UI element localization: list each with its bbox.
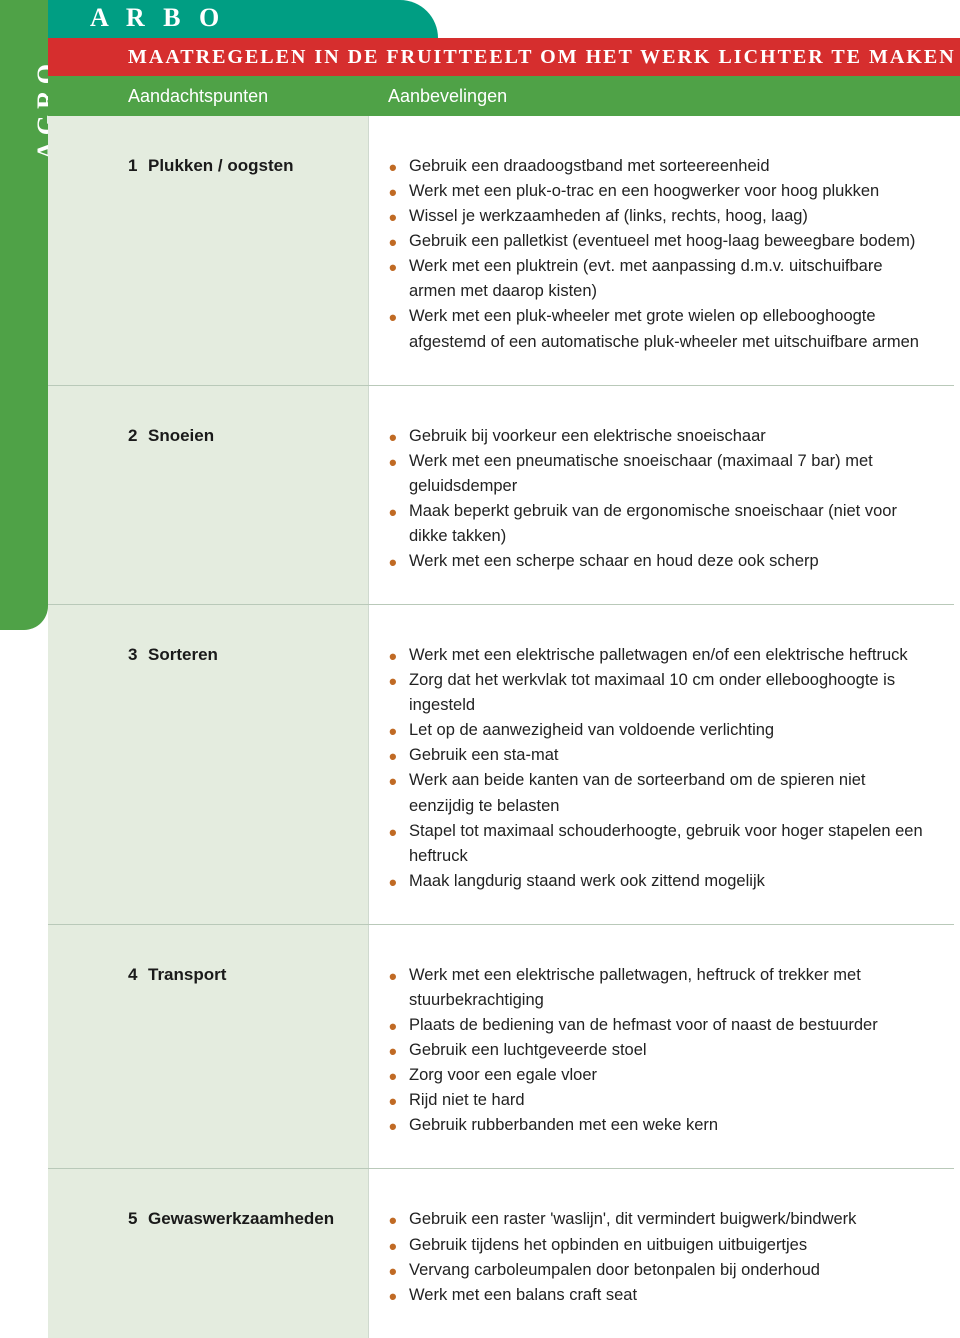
section-number: 4 <box>128 965 148 1139</box>
table-row: 4 Transport Werk met een elektrische pal… <box>48 925 954 1170</box>
list-item: Werk met een pluktrein (evt. met aanpass… <box>389 254 924 304</box>
section-heading: 2 Snoeien <box>48 386 368 604</box>
recommendation-list: Gebruik bij voorkeur een elektrische sno… <box>389 424 924 574</box>
section-title: Snoeien <box>148 426 356 574</box>
list-item: Werk met een elektrische palletwagen, he… <box>389 963 924 1013</box>
list-item: Zorg voor een egale vloer <box>389 1063 924 1088</box>
section-body: Gebruik een raster 'waslijn', dit vermin… <box>368 1169 954 1337</box>
list-item: Gebruik een palletkist (eventueel met ho… <box>389 229 924 254</box>
content-table: 1 Plukken / oogsten Gebruik een draadoog… <box>48 116 954 1338</box>
arbo-label: A R B O <box>90 3 225 32</box>
list-item: Vervang carboleumpalen door betonpalen b… <box>389 1258 924 1283</box>
table-row: 1 Plukken / oogsten Gebruik een draadoog… <box>48 116 954 386</box>
title-bar: MAATREGELEN IN DE FRUITTEELT OM HET WERK… <box>48 38 960 76</box>
section-heading: 5 Gewaswerkzaamheden <box>48 1169 368 1337</box>
list-item: Gebruik een draadoogstband met sorteeree… <box>389 154 924 179</box>
page-title: MAATREGELEN IN DE FRUITTEELT OM HET WERK… <box>128 46 956 69</box>
header-right: Aanbevelingen <box>368 86 960 107</box>
section-number: 3 <box>128 645 148 894</box>
section-title: Gewaswerkzaamheden <box>148 1209 356 1307</box>
list-item: Zorg dat het werkvlak tot maximaal 10 cm… <box>389 668 924 718</box>
list-item: Gebruik een luchtgeveerde stoel <box>389 1038 924 1063</box>
list-item: Werk met een pluk-o-trac en een hoogwerk… <box>389 179 924 204</box>
header-left: Aandachtspunten <box>48 86 368 107</box>
section-title: Transport <box>148 965 356 1139</box>
list-item: Werk met een pluk-wheeler met grote wiel… <box>389 304 924 354</box>
list-item: Plaats de bediening van de hefmast voor … <box>389 1013 924 1038</box>
section-number: 1 <box>128 156 148 355</box>
table-row: 2 Snoeien Gebruik bij voorkeur een elekt… <box>48 386 954 605</box>
section-number: 5 <box>128 1209 148 1307</box>
list-item: Gebruik een sta-mat <box>389 743 924 768</box>
list-item: Gebruik tijdens het opbinden en uitbuige… <box>389 1233 924 1258</box>
list-item: Gebruik bij voorkeur een elektrische sno… <box>389 424 924 449</box>
list-item: Werk met een scherpe schaar en houd deze… <box>389 549 924 574</box>
list-item: Gebruik rubberbanden met een weke kern <box>389 1113 924 1138</box>
section-heading: 4 Transport <box>48 925 368 1169</box>
section-body: Gebruik een draadoogstband met sorteeree… <box>368 116 954 385</box>
recommendation-list: Gebruik een draadoogstband met sorteeree… <box>389 154 924 355</box>
list-item: Wissel je werkzaamheden af (links, recht… <box>389 204 924 229</box>
list-item: Rijd niet te hard <box>389 1088 924 1113</box>
recommendation-list: Gebruik een raster 'waslijn', dit vermin… <box>389 1207 924 1307</box>
section-heading: 1 Plukken / oogsten <box>48 116 368 385</box>
table-row: 3 Sorteren Werk met een elektrische pall… <box>48 605 954 925</box>
list-item: Stapel tot maximaal schouderhoogte, gebr… <box>389 819 924 869</box>
section-title: Plukken / oogsten <box>148 156 356 355</box>
list-item: Gebruik een raster 'waslijn', dit vermin… <box>389 1207 924 1232</box>
table-row: 5 Gewaswerkzaamheden Gebruik een raster … <box>48 1169 954 1337</box>
column-header-row: Aandachtspunten Aanbevelingen <box>48 76 960 116</box>
list-item: Maak beperkt gebruik van de ergonomische… <box>389 499 924 549</box>
list-item: Werk met een elektrische palletwagen en/… <box>389 643 924 668</box>
section-body: Gebruik bij voorkeur een elektrische sno… <box>368 386 954 604</box>
page: AGRO & A R B O MAATREGELEN IN DE FRUITTE… <box>0 0 960 1240</box>
list-item: Werk aan beide kanten van de sorteerband… <box>389 768 924 818</box>
arbo-tab: A R B O <box>48 0 438 38</box>
section-title: Sorteren <box>148 645 356 894</box>
recommendation-list: Werk met een elektrische palletwagen, he… <box>389 963 924 1139</box>
section-body: Werk met een elektrische palletwagen, he… <box>368 925 954 1169</box>
list-item: Werk met een pneumatische snoeischaar (m… <box>389 449 924 499</box>
list-item: Let op de aanwezigheid van voldoende ver… <box>389 718 924 743</box>
list-item: Maak langdurig staand werk ook zittend m… <box>389 869 924 894</box>
recommendation-list: Werk met een elektrische palletwagen en/… <box>389 643 924 894</box>
section-heading: 3 Sorteren <box>48 605 368 924</box>
list-item: Werk met een balans craft seat <box>389 1283 924 1308</box>
section-number: 2 <box>128 426 148 574</box>
section-body: Werk met een elektrische palletwagen en/… <box>368 605 954 924</box>
left-rail: AGRO <box>0 0 48 630</box>
